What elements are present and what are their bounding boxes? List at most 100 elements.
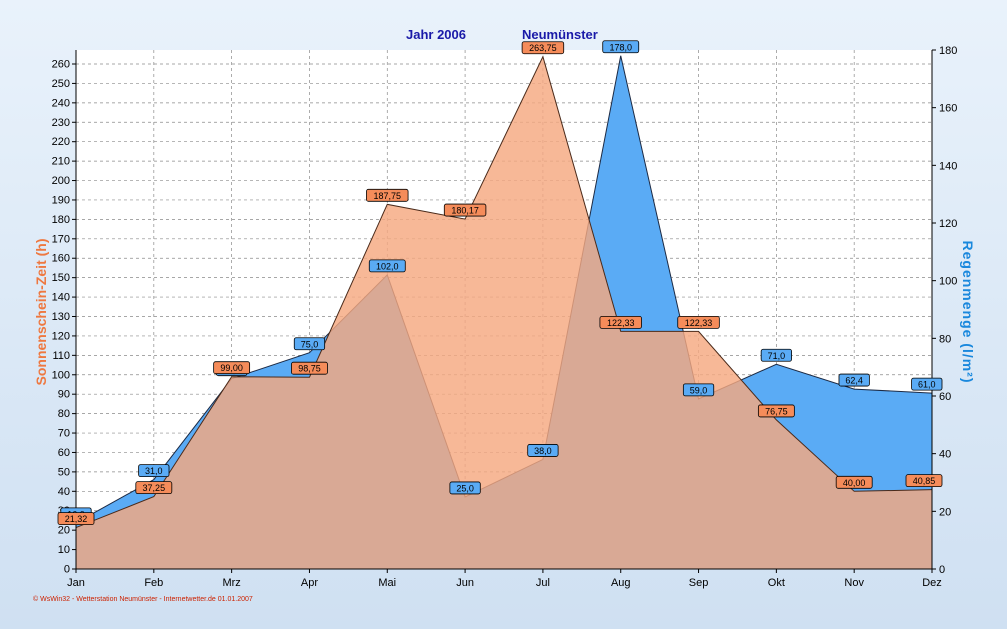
data-label-rain-box (449, 481, 481, 495)
series-sun-line (75, 55, 933, 529)
data-label-rain: 38,0 (527, 444, 559, 457)
tick-label-left: 60 (58, 447, 70, 459)
data-label-rain: 75,0 (293, 337, 326, 351)
data-label-rain-text: 102,0 (376, 261, 399, 271)
tick-label-left: 190 (52, 194, 70, 206)
data-label-rain-box (293, 337, 326, 351)
data-label-rain-box (911, 377, 943, 391)
tick-label-x: Jan (67, 577, 85, 589)
tick-label-x: Jun (456, 577, 474, 589)
tick-label-left: 250 (52, 78, 70, 90)
tick-label-left: 100 (52, 369, 70, 381)
data-label-rain-box (760, 348, 792, 362)
data-label-rain-text: 38,0 (534, 446, 552, 456)
tick-label-left: 150 (52, 272, 70, 284)
data-label-rain-text: 61,0 (918, 380, 936, 390)
tick-label-x: Aug (611, 577, 631, 589)
data-label-sun: 263,75 (521, 41, 565, 55)
tick-label-left: 240 (52, 97, 70, 109)
tick-label-left: 210 (52, 156, 70, 168)
tick-label-right: 140 (939, 160, 957, 172)
tick-label-left: 110 (52, 350, 70, 362)
data-label-sun-text: 122,33 (685, 318, 713, 328)
data-label-sun: 98,75 (291, 361, 328, 375)
data-label-sun: 37,25 (135, 481, 173, 495)
data-label-rain-text: 25,0 (456, 483, 474, 493)
data-label-rain-box (527, 444, 559, 457)
tick-label-left: 200 (52, 175, 70, 187)
data-label-sun: 122,33 (599, 315, 642, 329)
data-label-sun: 99,00 (213, 361, 251, 375)
data-label-sun-text: 122,33 (607, 318, 635, 328)
tick-label-left: 170 (52, 233, 70, 245)
tick-label-left: 230 (52, 117, 70, 129)
data-label-sun: 180,17 (443, 203, 487, 217)
data-label-sun-box (835, 475, 873, 489)
data-label-rain-box (602, 40, 640, 54)
tick-label-right: 80 (939, 333, 951, 345)
tick-label-x: Okt (768, 577, 785, 589)
series-sun-area (76, 56, 932, 569)
data-label-rain-text: 71,0 (768, 351, 786, 361)
data-label-sun: 76,75 (757, 404, 795, 418)
data-label-sun-text: 21,32 (65, 514, 88, 524)
data-label-sun-box (677, 315, 720, 329)
tick-label-x: Mai (378, 577, 396, 589)
data-label-sun-box (135, 481, 173, 495)
chart-title-place: Neumünster (522, 27, 598, 42)
data-label-sun-box (366, 188, 409, 202)
data-label-rain: 25,0 (449, 481, 481, 495)
tick-label-left: 20 (58, 525, 70, 537)
data-label-sun-text: 187,75 (374, 191, 402, 201)
data-label-rain-text: 75,0 (301, 339, 319, 349)
data-label-rain-box (368, 259, 406, 273)
y-axis-label-left: Sonnenschein-Zeit (h) (33, 238, 49, 386)
tick-label-left: 40 (58, 486, 70, 498)
data-label-sun: 40,85 (905, 474, 943, 488)
data-label-sun-text: 40,85 (913, 476, 936, 486)
tick-label-left: 220 (52, 136, 70, 148)
tick-label-right: 180 (939, 45, 957, 57)
tick-label-left: 260 (52, 59, 70, 71)
tick-label-left: 10 (58, 544, 70, 556)
tick-label-right: 100 (939, 276, 957, 288)
data-label-sun-box (213, 361, 251, 375)
data-label-sun-text: 99,00 (220, 363, 243, 373)
tick-label-x: Feb (144, 577, 163, 589)
tick-label-left: 80 (58, 408, 70, 420)
tick-label-left: 140 (52, 292, 70, 304)
tick-label-x: Nov (844, 577, 864, 589)
tick-label-x: Apr (301, 577, 318, 589)
tick-label-right: 20 (939, 506, 951, 518)
data-label-sun: 21,32 (57, 512, 95, 525)
data-label-sun-box (905, 474, 943, 488)
tick-label-left: 120 (52, 330, 70, 342)
data-label-sun-text: 40,00 (843, 478, 866, 488)
data-label-rain: 61,0 (911, 377, 943, 391)
tick-label-left: 0 (64, 564, 70, 576)
tick-label-left: 130 (52, 311, 70, 323)
tick-label-right: 160 (939, 103, 957, 115)
data-label-rain: 59,0 (682, 383, 715, 397)
chart-title-year: Jahr 2006 (406, 27, 466, 42)
tick-label-right: 40 (939, 449, 951, 461)
data-label-sun-box (291, 361, 328, 375)
data-label-rain: 31,0 (138, 464, 170, 478)
data-label-sun: 187,75 (366, 188, 409, 202)
tick-label-right: 0 (939, 564, 945, 576)
tick-label-x: Dez (922, 577, 942, 589)
data-label-rain-text: 178,0 (609, 42, 632, 52)
data-label-sun-box (757, 404, 795, 418)
data-label-rain-text: 62,4 (845, 376, 863, 386)
data-label-rain: 178,0 (602, 40, 640, 54)
footer-credit: © WsWin32 - Wetterstation Neumünster - I… (33, 596, 253, 603)
data-label-rain-text: 59,0 (690, 385, 708, 395)
data-label-sun-text: 76,75 (765, 406, 788, 416)
tick-label-x: Mrz (222, 577, 240, 589)
y-axis-label-right: Regenmenge (l/m²) (960, 240, 976, 384)
tick-label-right: 120 (939, 218, 957, 230)
data-label-sun: 122,33 (677, 315, 720, 329)
data-label-sun-box (521, 41, 565, 55)
data-label-rain-box (838, 373, 870, 387)
